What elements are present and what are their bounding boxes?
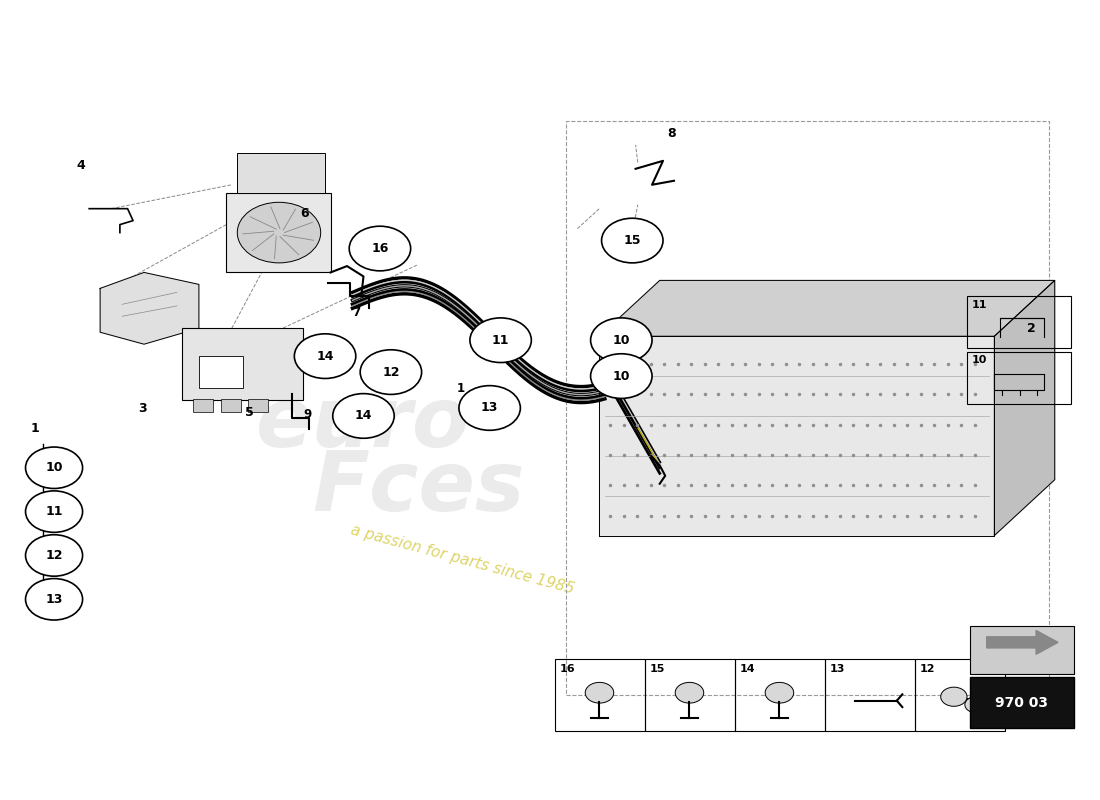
Text: 11: 11 (45, 505, 63, 518)
Text: 12: 12 (45, 549, 63, 562)
Circle shape (238, 202, 321, 263)
Text: 16: 16 (371, 242, 388, 255)
Circle shape (591, 354, 652, 398)
Circle shape (585, 682, 614, 703)
Text: 15: 15 (650, 664, 666, 674)
Circle shape (349, 226, 410, 271)
Text: 7: 7 (352, 306, 361, 319)
Circle shape (459, 386, 520, 430)
Circle shape (591, 318, 652, 362)
Text: a passion for parts since 1985: a passion for parts since 1985 (349, 522, 575, 597)
Text: euro: euro (256, 383, 471, 465)
Circle shape (25, 578, 82, 620)
Text: 13: 13 (829, 664, 845, 674)
Text: 970 03: 970 03 (996, 696, 1048, 710)
Bar (221, 399, 241, 412)
Text: 14: 14 (354, 410, 372, 422)
Bar (967, 296, 1071, 348)
Circle shape (675, 682, 704, 703)
Text: 3: 3 (139, 402, 147, 415)
Text: 13: 13 (481, 402, 498, 414)
Text: 6: 6 (300, 206, 308, 220)
Text: 15: 15 (624, 234, 641, 247)
Text: 16: 16 (560, 664, 575, 674)
Bar (183, 328, 304, 400)
Text: 14: 14 (740, 664, 756, 674)
Circle shape (332, 394, 394, 438)
Circle shape (360, 350, 421, 394)
Text: 10: 10 (971, 355, 987, 366)
Text: 8: 8 (668, 127, 676, 140)
Text: 4: 4 (76, 159, 85, 172)
Circle shape (766, 682, 794, 703)
Bar (736, 659, 825, 731)
Circle shape (25, 534, 82, 576)
Polygon shape (600, 336, 994, 535)
Polygon shape (100, 273, 199, 344)
Text: 5: 5 (245, 406, 254, 419)
Text: 14: 14 (317, 350, 333, 362)
Bar (970, 626, 1075, 674)
Bar (566, 121, 1049, 695)
Circle shape (25, 491, 82, 532)
Text: 10: 10 (613, 370, 630, 382)
Bar (194, 399, 213, 412)
Bar (915, 659, 1005, 731)
Text: 11: 11 (971, 299, 987, 310)
Text: 12: 12 (920, 664, 935, 674)
Text: 10: 10 (613, 334, 630, 346)
Bar (970, 677, 1075, 729)
Text: 1: 1 (456, 382, 465, 395)
Polygon shape (600, 281, 1055, 336)
Circle shape (470, 318, 531, 362)
Text: 10: 10 (45, 462, 63, 474)
Circle shape (295, 334, 355, 378)
Circle shape (940, 687, 967, 706)
Bar (249, 399, 268, 412)
Text: 12: 12 (382, 366, 399, 378)
Text: 2: 2 (1027, 322, 1036, 335)
Circle shape (602, 218, 663, 263)
Text: 13: 13 (45, 593, 63, 606)
Text: Fces: Fces (312, 447, 525, 528)
Polygon shape (987, 630, 1058, 654)
Bar (556, 659, 646, 731)
Bar (238, 153, 326, 193)
Polygon shape (994, 281, 1055, 535)
Bar (967, 352, 1071, 404)
Text: 9: 9 (304, 407, 311, 421)
Bar (825, 659, 915, 731)
Text: 1: 1 (31, 422, 40, 435)
Circle shape (965, 697, 987, 713)
Bar (199, 356, 243, 388)
Text: 11: 11 (492, 334, 509, 346)
Circle shape (25, 447, 82, 489)
Bar (227, 193, 331, 273)
Bar (646, 659, 736, 731)
